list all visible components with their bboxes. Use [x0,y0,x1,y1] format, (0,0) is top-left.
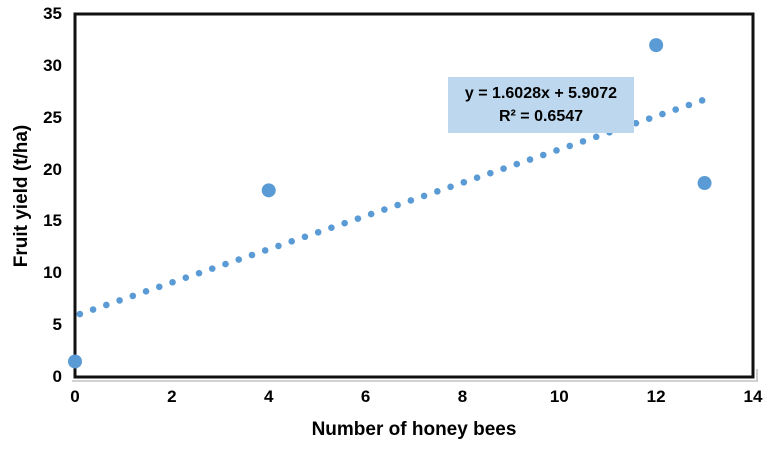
trendline-dot [539,151,547,159]
trendline-dot [487,169,494,177]
x-tick-label: 10 [549,387,569,406]
trendline-dot [288,238,295,245]
data-point [649,38,664,53]
trendline-dot [500,165,507,172]
plot-border [73,12,755,379]
trendline-dot [473,174,481,182]
trendline-dot [526,156,534,163]
y-tick-label: 25 [43,107,62,127]
trendline-dot [513,160,521,168]
equation-text: y = 1.6028x + 5.9072 [464,84,618,102]
trendline-dot [579,138,587,145]
trendline-dot [261,247,269,254]
r-squared-text: R² = 0.6547 [498,108,584,125]
trendline-dot [103,301,110,309]
y-tick-label: 35 [43,4,62,23]
y-tick-label: 30 [43,55,62,75]
trendline-dot [381,206,388,213]
x-tick-label: 6 [360,387,371,406]
trendline-dot [367,210,375,218]
trendline-dot [182,274,190,282]
data-point [68,354,82,369]
y-tick-label: 5 [52,315,62,335]
y-axis-title: Fruit yield (t/ha) [11,124,32,268]
trendline-dot [645,115,653,122]
trendline-dot [434,188,441,195]
x-axis-title: Number of honey bees [311,419,517,440]
trendline-dot [208,265,216,272]
y-tick-label: 15 [43,211,62,231]
x-tick-label: 0 [70,387,80,406]
data-point [261,183,276,198]
trendline-dot [592,133,600,141]
y-tick-label: 20 [43,159,62,179]
trendline-dot [698,97,706,104]
trendline-equation-box: y = 1.6028x + 5.9072 R² = 0.6547 [448,77,634,133]
x-tick-label: 4 [263,387,274,406]
trendline-dot [76,310,84,318]
trendline-dot [447,183,454,191]
trendline-dot [566,142,574,150]
trendline-dot [341,219,348,227]
y-tick-label: 10 [43,263,62,283]
trendline-dot [116,297,123,304]
trendline-dot [672,106,679,113]
trendline-dot [553,147,560,154]
trendline-dot [407,197,415,204]
trendline-dot [632,119,640,127]
trendline-dot [354,215,362,222]
trendline-dot [155,283,163,291]
x-tick-label: 12 [646,387,666,406]
trendline-dot [248,251,256,259]
trendline-dot [314,228,322,236]
trendline-dot [222,260,229,268]
trendline-dot [129,292,137,300]
trendline-dot [328,224,335,232]
trendline-dot [89,306,97,313]
trendline-dot [235,256,243,263]
trendline-dot [301,233,309,241]
data-point [697,176,712,191]
trendline-dot [169,278,176,286]
trendline-dot [460,178,468,186]
trendline-dot [685,101,693,109]
trendline-dot [659,110,666,118]
trendline-dot [394,201,401,209]
x-tick-label: 14 [743,387,763,406]
y-tick-label: 0 [52,367,62,386]
x-tick-label: 2 [167,387,177,406]
trendline-dot [142,288,150,295]
trendline-dot [195,269,203,277]
x-tick-label: 8 [457,387,468,406]
trendline-dot [275,242,282,250]
trendline-dot [420,192,428,200]
